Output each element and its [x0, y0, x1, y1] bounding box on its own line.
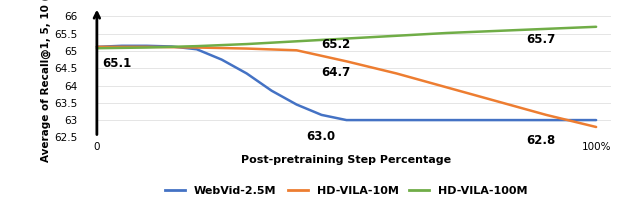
HD-VILA-10M [143, 46, 151, 48]
HD-VILA-10M [193, 46, 200, 49]
HD-VILA-100M [193, 45, 200, 47]
WebVid-2.5M [392, 119, 400, 121]
X-axis label: Post-pretraining Step Percentage: Post-pretraining Step Percentage [241, 155, 452, 165]
Legend: WebVid-2.5M, HD-VILA-10M, HD-VILA-100M: WebVid-2.5M, HD-VILA-10M, HD-VILA-100M [161, 181, 532, 200]
WebVid-2.5M [268, 89, 275, 92]
WebVid-2.5M [343, 119, 350, 121]
HD-VILA-100M [143, 46, 151, 49]
HD-VILA-10M [93, 46, 101, 48]
Text: 65.1: 65.1 [102, 57, 131, 70]
HD-VILA-10M [442, 86, 450, 88]
Text: 63.0: 63.0 [307, 130, 336, 143]
HD-VILA-100M [592, 26, 600, 28]
WebVid-2.5M [418, 119, 425, 121]
Text: 62.8: 62.8 [526, 134, 556, 147]
WebVid-2.5M [568, 119, 575, 121]
HD-VILA-100M [243, 43, 251, 45]
HD-VILA-10M [493, 100, 500, 102]
Line: HD-VILA-100M: HD-VILA-100M [97, 27, 596, 48]
Line: HD-VILA-10M: HD-VILA-10M [97, 47, 596, 127]
WebVid-2.5M [592, 119, 600, 121]
WebVid-2.5M [243, 72, 251, 75]
HD-VILA-100M [392, 35, 400, 37]
HD-VILA-100M [93, 47, 101, 49]
HD-VILA-100M [542, 28, 550, 30]
WebVid-2.5M [168, 45, 176, 48]
WebVid-2.5M [467, 119, 475, 121]
WebVid-2.5M [118, 45, 125, 47]
Line: WebVid-2.5M: WebVid-2.5M [97, 46, 596, 120]
WebVid-2.5M [493, 119, 500, 121]
HD-VILA-10M [592, 126, 600, 128]
WebVid-2.5M [517, 119, 525, 121]
WebVid-2.5M [318, 114, 325, 116]
Text: 65.7: 65.7 [526, 33, 556, 46]
HD-VILA-10M [243, 47, 251, 50]
HD-VILA-100M [343, 37, 350, 40]
WebVid-2.5M [193, 48, 200, 50]
HD-VILA-10M [293, 49, 301, 52]
WebVid-2.5M [368, 119, 375, 121]
WebVid-2.5M [93, 46, 101, 48]
HD-VILA-10M [343, 60, 350, 63]
WebVid-2.5M [293, 103, 301, 106]
HD-VILA-10M [392, 72, 400, 75]
HD-VILA-10M [542, 114, 550, 116]
HD-VILA-100M [293, 40, 301, 42]
Text: 64.7: 64.7 [321, 66, 351, 79]
Text: 65.2: 65.2 [321, 38, 351, 51]
Y-axis label: Average of Recall@1, 5, 10 (%): Average of Recall@1, 5, 10 (%) [41, 0, 51, 162]
WebVid-2.5M [442, 119, 450, 121]
WebVid-2.5M [218, 58, 226, 61]
WebVid-2.5M [542, 119, 550, 121]
HD-VILA-100M [442, 32, 450, 34]
HD-VILA-100M [493, 30, 500, 32]
WebVid-2.5M [143, 45, 151, 47]
